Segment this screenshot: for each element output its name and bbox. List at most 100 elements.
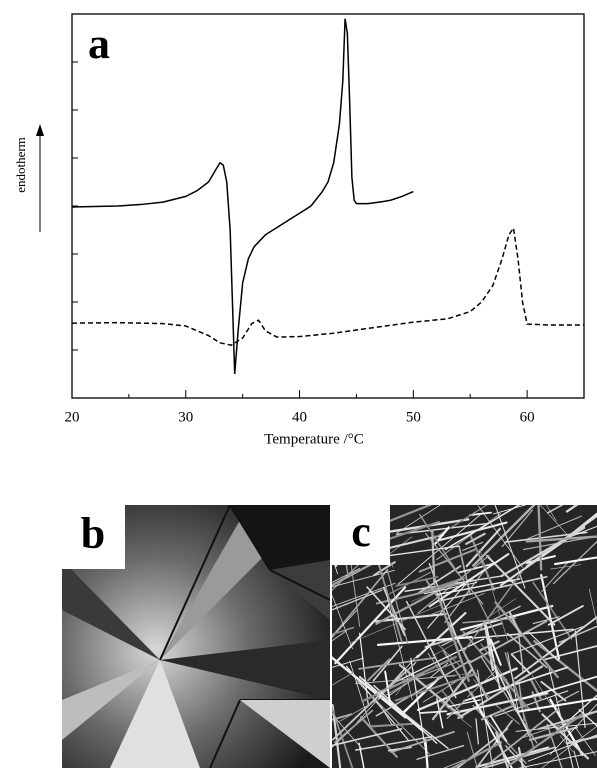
crystal (439, 700, 472, 728)
crystal (416, 611, 467, 659)
crystal (346, 654, 419, 734)
crystal (332, 610, 358, 638)
crystal (474, 593, 498, 639)
label-box (62, 505, 125, 569)
crystal (332, 728, 403, 747)
crystal (332, 689, 386, 741)
crystal (549, 703, 597, 755)
crystal (332, 568, 389, 639)
crystal (550, 564, 582, 570)
crystal (458, 562, 496, 574)
x-tick-label: 30 (178, 409, 193, 425)
crystal (482, 708, 559, 768)
crystal (494, 667, 532, 739)
panel-label: b (81, 509, 105, 558)
crystal (376, 659, 462, 693)
crystal (359, 632, 369, 706)
crystal (394, 673, 477, 702)
crystal (358, 742, 365, 768)
crystal (547, 605, 584, 626)
x-tick-label: 20 (65, 409, 80, 425)
crystal (465, 532, 486, 545)
crystal (518, 751, 597, 768)
crystal (565, 505, 579, 513)
crystal (386, 569, 409, 644)
crystal (479, 548, 509, 643)
crystal (393, 638, 485, 684)
crystal (372, 645, 403, 682)
crystal (552, 694, 597, 736)
crystal (361, 655, 457, 703)
crystal (510, 626, 583, 655)
crystal (367, 658, 391, 682)
crystal (508, 611, 523, 637)
crystal (462, 541, 484, 551)
crystal (528, 631, 560, 662)
crystal (333, 709, 374, 744)
crystal (376, 557, 403, 643)
crystal (540, 680, 567, 702)
crystal (495, 704, 520, 725)
crystal (417, 554, 490, 614)
crystal (489, 598, 517, 617)
crystal (549, 698, 584, 757)
crystal (332, 595, 353, 650)
crystal (431, 505, 488, 540)
crystal (514, 616, 597, 680)
data-line (71, 18, 414, 375)
crystal (425, 532, 484, 605)
crystal (494, 601, 559, 679)
crystal (539, 505, 570, 538)
crystal (396, 523, 487, 536)
crystal (489, 638, 502, 666)
x-axis-label: Temperature /°C (264, 431, 364, 447)
crystal (472, 505, 536, 567)
crystal (460, 604, 554, 631)
crystal (467, 620, 548, 665)
crystal (405, 600, 457, 699)
crystal (578, 709, 597, 727)
panel-label: a (88, 19, 110, 68)
crystal (390, 730, 455, 754)
plot-frame (71, 13, 585, 399)
crystal (439, 575, 548, 602)
crystal (506, 632, 548, 669)
crystal (385, 593, 413, 700)
crystal (332, 704, 342, 768)
crystal (332, 713, 363, 750)
crystal (434, 589, 470, 682)
crystal (466, 731, 478, 767)
y-axis-label: endotherm (13, 137, 28, 193)
crystal (332, 589, 383, 611)
crystal (541, 713, 590, 760)
crystal (450, 741, 503, 768)
crystal (398, 663, 464, 719)
crystal (378, 545, 461, 558)
crystal (565, 735, 597, 745)
crystal (338, 672, 425, 723)
crystal (388, 667, 406, 687)
crystal (538, 710, 597, 730)
crystal (574, 630, 586, 728)
crystal (355, 735, 433, 751)
crystal (443, 759, 466, 768)
crystal (479, 640, 500, 652)
crystal (507, 713, 584, 767)
crystal (419, 710, 448, 714)
crystal (518, 697, 597, 713)
crystal (475, 718, 479, 745)
crystal (558, 625, 597, 644)
crystal (477, 505, 523, 568)
crystal (462, 617, 517, 624)
crystal (480, 703, 517, 721)
crystal (507, 652, 520, 715)
crystal (334, 586, 407, 665)
crystal (522, 711, 597, 739)
crystal (469, 534, 496, 591)
crystal (475, 719, 513, 768)
crystal (423, 582, 478, 595)
crystal (556, 690, 580, 704)
crystal (438, 673, 480, 677)
crystal (473, 679, 491, 699)
